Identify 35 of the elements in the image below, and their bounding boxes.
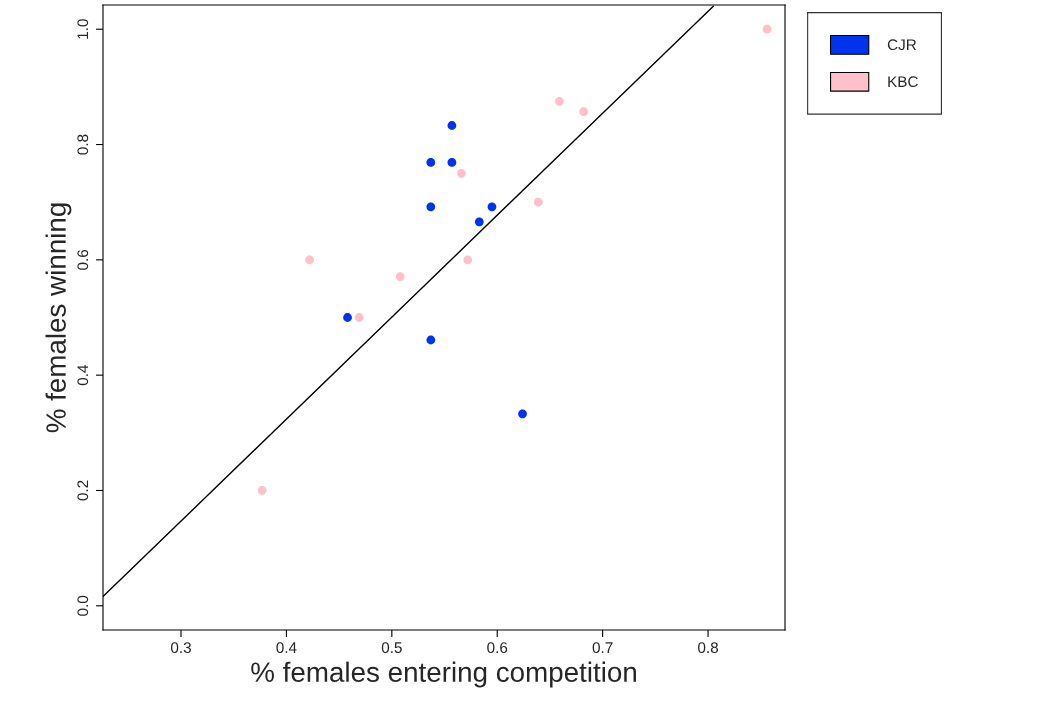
x-tick-label: 0.6 (487, 642, 508, 654)
point (305, 255, 314, 265)
point (533, 197, 543, 207)
point (257, 486, 267, 495)
y-tick-label: 0.8 (77, 134, 89, 155)
point (426, 158, 436, 167)
legend-label: KBC (888, 76, 918, 88)
point (474, 217, 484, 227)
point (762, 24, 772, 34)
point (447, 121, 457, 130)
x-tick-label: 0.8 (698, 642, 719, 654)
point (395, 272, 405, 281)
point (343, 313, 352, 322)
point (487, 202, 497, 212)
point (447, 158, 457, 167)
x-axis-title: % females entering competition (251, 661, 636, 688)
point (579, 107, 589, 117)
y-tick-label: 0.6 (77, 249, 89, 270)
point (457, 168, 466, 178)
point (426, 335, 436, 345)
point (354, 313, 364, 322)
point (555, 96, 564, 106)
y-tick-label: 1.0 (77, 19, 89, 39)
legend-label: CJR (887, 39, 917, 51)
x-tick-label: 0.3 (170, 642, 191, 654)
x-tick-label: 0.7 (592, 642, 613, 654)
y-tick-label: 0.2 (77, 480, 89, 501)
x-tick-label: 0.5 (381, 642, 402, 654)
point (463, 255, 473, 265)
x-tick-label: 0.4 (276, 642, 297, 654)
y-axis-title: % females winning (45, 203, 72, 433)
y-tick-label: 0.4 (77, 364, 89, 386)
y-tick-label: 0.0 (77, 595, 89, 616)
point (518, 409, 527, 419)
point (426, 202, 436, 212)
